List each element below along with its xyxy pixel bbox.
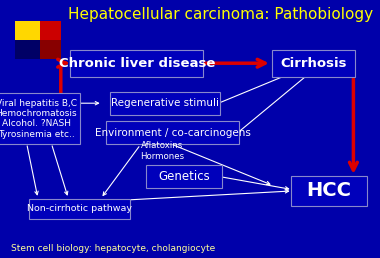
Text: Cirrhosis: Cirrhosis <box>280 57 347 70</box>
Text: Genetics: Genetics <box>158 170 210 183</box>
Text: Non-cirrhotic pathway: Non-cirrhotic pathway <box>27 205 132 213</box>
Text: Regenerative stimuli: Regenerative stimuli <box>111 98 219 108</box>
Text: HCC: HCC <box>306 181 351 200</box>
Text: Hepatocellular carcinoma: Pathobiology: Hepatocellular carcinoma: Pathobiology <box>68 7 373 22</box>
Text: Aflatoxins
Hormones: Aflatoxins Hormones <box>141 141 185 161</box>
FancyBboxPatch shape <box>15 40 40 59</box>
FancyBboxPatch shape <box>40 21 61 40</box>
Text: Viral hepatitis B,C
Hemochromatosis
Alcohol. ?NASH
Tyrosinemia etc..: Viral hepatitis B,C Hemochromatosis Alco… <box>0 99 77 139</box>
Text: Environment / co-carcinogens: Environment / co-carcinogens <box>95 128 251 138</box>
FancyBboxPatch shape <box>291 176 367 206</box>
Text: Chronic liver disease: Chronic liver disease <box>59 57 215 70</box>
FancyBboxPatch shape <box>15 21 40 40</box>
FancyBboxPatch shape <box>29 199 130 219</box>
FancyBboxPatch shape <box>70 50 203 77</box>
Text: Stem cell biology: hepatocyte, cholangiocyte: Stem cell biology: hepatocyte, cholangio… <box>11 245 216 253</box>
FancyBboxPatch shape <box>40 40 61 59</box>
FancyBboxPatch shape <box>146 165 222 188</box>
FancyBboxPatch shape <box>106 121 239 144</box>
FancyBboxPatch shape <box>110 92 220 115</box>
FancyBboxPatch shape <box>0 93 80 144</box>
FancyBboxPatch shape <box>272 50 355 77</box>
